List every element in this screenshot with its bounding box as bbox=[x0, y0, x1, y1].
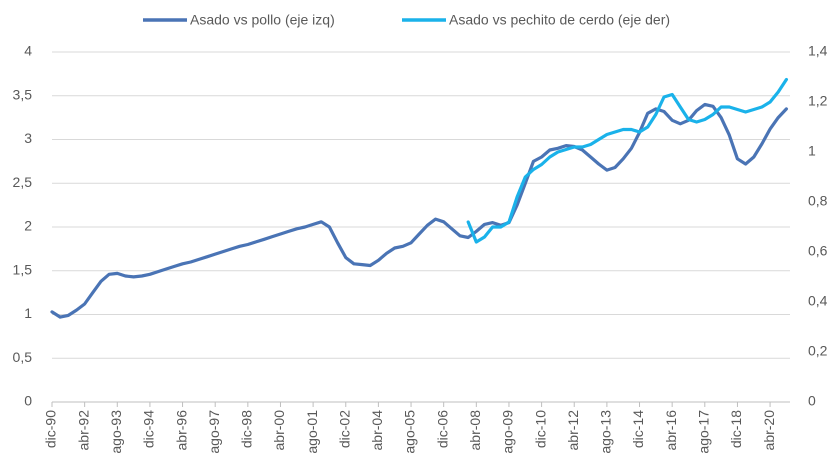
y2-tick-label: 1 bbox=[808, 143, 816, 159]
x-tick-label: ago-17 bbox=[696, 410, 712, 454]
y-tick-label: 0,5 bbox=[13, 349, 33, 365]
x-tick-label: abr-04 bbox=[369, 410, 385, 451]
y-tick-label: 3 bbox=[24, 130, 32, 146]
x-tick-label: ago-05 bbox=[402, 410, 418, 454]
x-tick-label: abr-12 bbox=[565, 410, 581, 451]
y-tick-label: 2,5 bbox=[13, 174, 33, 190]
y2-tick-label: 1,4 bbox=[808, 43, 828, 59]
x-tick-label: dic-90 bbox=[43, 410, 59, 448]
x-tick-label: abr-92 bbox=[75, 410, 91, 451]
y2-tick-label: 0,8 bbox=[808, 193, 828, 209]
y-tick-label: 1,5 bbox=[13, 261, 33, 277]
x-tick-label: ago-01 bbox=[304, 410, 320, 454]
y-tick-label: 4 bbox=[24, 43, 32, 59]
x-tick-label: ago-97 bbox=[206, 410, 222, 454]
y2-tick-label: 0,6 bbox=[808, 243, 828, 259]
x-tick-label: ago-09 bbox=[500, 410, 516, 454]
x-tick-label: abr-16 bbox=[663, 410, 679, 451]
x-tick-label: dic-94 bbox=[141, 410, 157, 448]
line-series bbox=[50, 102, 788, 319]
x-tick-label: dic-06 bbox=[434, 410, 450, 448]
y-tick-label: 2 bbox=[24, 218, 32, 234]
y-tick-label: 0 bbox=[24, 393, 32, 409]
legend-label: Asado vs pollo (eje izq) bbox=[190, 12, 335, 28]
y2-tick-label: 0,4 bbox=[808, 293, 828, 309]
legend-label: Asado vs pechito de cerdo (eje der) bbox=[449, 12, 670, 28]
x-tick-label: ago-93 bbox=[108, 410, 124, 454]
x-tick-label: abr-00 bbox=[271, 410, 287, 451]
x-tick-label: dic-10 bbox=[532, 410, 548, 448]
x-tick-label: abr-08 bbox=[467, 410, 483, 451]
y-tick-label: 3,5 bbox=[13, 86, 33, 102]
x-tick-label: abr-20 bbox=[761, 410, 777, 451]
x-tick-label: ago-13 bbox=[598, 410, 614, 454]
x-tick-label: dic-14 bbox=[630, 410, 646, 448]
y2-tick-label: 1,2 bbox=[808, 93, 828, 109]
y2-tick-label: 0 bbox=[808, 393, 816, 409]
line-series bbox=[466, 77, 788, 244]
x-tick-label: dic-98 bbox=[239, 410, 255, 448]
x-tick-label: abr-96 bbox=[173, 410, 189, 451]
x-tick-label: dic-18 bbox=[728, 410, 744, 448]
y2-tick-label: 0,2 bbox=[808, 343, 828, 359]
x-tick-label: dic-02 bbox=[336, 410, 352, 448]
y-tick-label: 1 bbox=[24, 305, 32, 321]
